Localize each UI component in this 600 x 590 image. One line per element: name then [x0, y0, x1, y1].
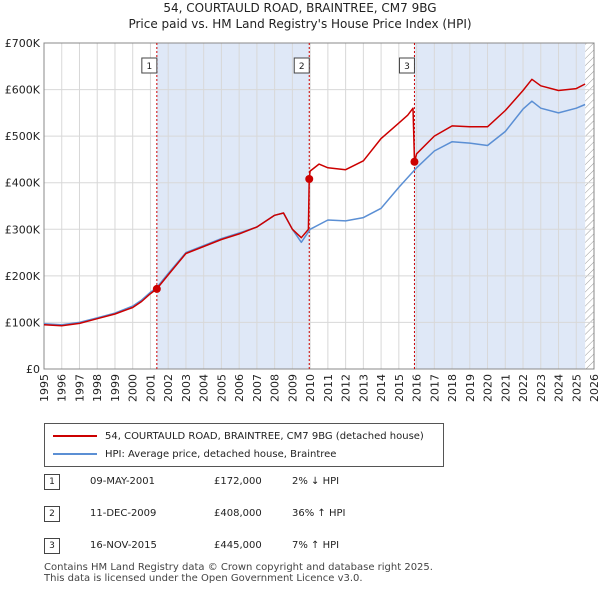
- legend-label-hpi: HPI: Average price, detached house, Brai…: [105, 448, 337, 460]
- transaction-number: 1: [44, 474, 60, 490]
- y-tick-label: £200K: [5, 270, 41, 283]
- transaction-row: 3 16-NOV-2015 £445,000 7% ↑ HPI: [0, 538, 600, 558]
- future-hatch: [585, 43, 594, 369]
- chart-subtitle: Price paid vs. HM Land Registry's House …: [128, 17, 472, 31]
- sale-label-box: [141, 57, 158, 74]
- series-line-hpi: [43, 100, 586, 326]
- x-tick-label: 2025: [570, 374, 583, 402]
- x-tick-label: 2001: [144, 374, 157, 402]
- transaction-row: 1 09-MAY-2001 £172,000 2% ↓ HPI: [0, 474, 600, 494]
- y-tick-label: £400K: [5, 177, 41, 190]
- sale-label-number: 2: [299, 62, 305, 72]
- x-tick-label: 2012: [340, 374, 353, 402]
- x-tick-label: 2002: [162, 374, 175, 402]
- transaction-row: 2 11-DEC-2009 £408,000 36% ↑ HPI: [0, 506, 600, 526]
- y-tick-label: £600K: [5, 84, 41, 97]
- x-tick-label: 2014: [375, 374, 388, 402]
- transaction-date: 09-MAY-2001: [90, 476, 156, 487]
- sale-point: [152, 284, 161, 293]
- x-tick-label: 1995: [38, 374, 51, 402]
- legend: 54, COURTAULD ROAD, BRAINTREE, CM7 9BG (…: [44, 423, 444, 467]
- series-line-property: [43, 78, 586, 327]
- chart-title: 54, COURTAULD ROAD, BRAINTREE, CM7 9BG: [163, 1, 437, 15]
- x-tick-label: 2023: [535, 374, 548, 402]
- legend-label-property: 54, COURTAULD ROAD, BRAINTREE, CM7 9BG (…: [105, 430, 424, 442]
- x-tick-label: 2010: [304, 374, 317, 402]
- shaded-span: [414, 43, 586, 369]
- footer-license: This data is licensed under the Open Gov…: [44, 573, 363, 584]
- y-tick-label: £500K: [5, 130, 41, 143]
- x-tick-label: 2019: [464, 374, 477, 402]
- x-tick-label: 2009: [286, 374, 299, 402]
- x-tick-label: 1998: [91, 374, 104, 402]
- x-tick-label: 2024: [553, 374, 566, 402]
- x-tick-label: 1999: [109, 374, 122, 402]
- legend-item-hpi: HPI: Average price, detached house, Brai…: [53, 446, 336, 462]
- footer-copyright: Contains HM Land Registry data © Crown c…: [44, 562, 433, 573]
- transaction-price: £172,000: [214, 476, 262, 487]
- transaction-hpi: 7% ↑ HPI: [292, 540, 340, 551]
- y-tick-label: £700K: [5, 37, 41, 50]
- x-tick-label: 2007: [251, 374, 264, 402]
- x-tick-label: 2011: [322, 374, 335, 402]
- x-tick-label: 2006: [233, 374, 246, 402]
- sale-label-number: 1: [146, 62, 152, 72]
- sale-label-number: 3: [404, 62, 410, 72]
- x-tick-label: 2000: [127, 374, 140, 402]
- sale-point: [410, 157, 419, 166]
- x-tick-label: 1996: [56, 374, 69, 402]
- x-tick-label: 2018: [446, 374, 459, 402]
- transaction-number: 2: [44, 506, 60, 522]
- sale-point: [305, 174, 314, 183]
- shaded-span: [156, 43, 310, 369]
- y-tick-label: £300K: [5, 223, 41, 236]
- x-tick-label: 2005: [215, 374, 228, 402]
- x-tick-label: 2022: [517, 374, 530, 402]
- x-tick-label: 2015: [393, 374, 406, 402]
- x-tick-label: 2026: [588, 374, 600, 402]
- legend-swatch-property: [53, 435, 97, 437]
- transaction-number: 3: [44, 538, 60, 554]
- x-tick-label: 2003: [180, 374, 193, 402]
- transaction-price: £445,000: [214, 540, 262, 551]
- transaction-price: £408,000: [214, 508, 262, 519]
- x-tick-label: 2013: [357, 374, 370, 402]
- transaction-hpi: 2% ↓ HPI: [292, 476, 340, 487]
- legend-swatch-hpi: [53, 453, 97, 455]
- x-tick-label: 2021: [499, 374, 512, 402]
- x-tick-label: 2004: [198, 374, 211, 402]
- transaction-hpi: 36% ↑ HPI: [292, 508, 346, 519]
- x-tick-label: 2017: [428, 374, 441, 402]
- x-tick-label: 2016: [411, 374, 424, 402]
- sale-label-box: [398, 57, 415, 74]
- sale-label-box: [293, 57, 310, 74]
- x-tick-label: 1997: [73, 374, 86, 402]
- transaction-date: 11-DEC-2009: [90, 508, 157, 519]
- legend-item-property: 54, COURTAULD ROAD, BRAINTREE, CM7 9BG (…: [53, 428, 424, 444]
- price-chart: £0 £100K £200K £300K £400K £500K £600K £700K 199…: [5, 37, 600, 402]
- x-tick-label: 2020: [482, 374, 495, 402]
- y-tick-label: £100K: [5, 316, 41, 329]
- x-tick-label: 2008: [269, 374, 282, 402]
- transaction-date: 16-NOV-2015: [90, 540, 157, 551]
- y-tick-label: £0: [26, 363, 40, 376]
- plot-border: [43, 42, 595, 370]
